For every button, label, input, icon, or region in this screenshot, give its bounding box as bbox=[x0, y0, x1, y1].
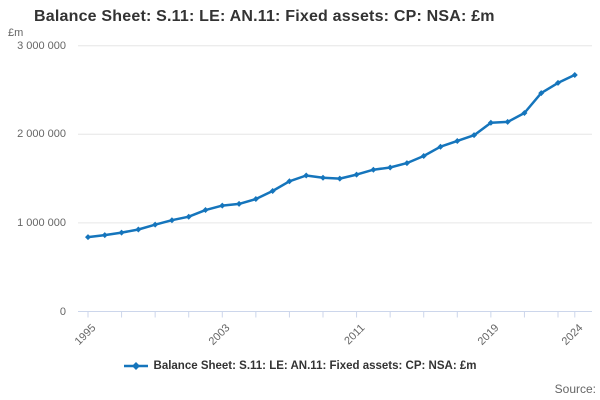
y-axis-unit-label: £m bbox=[8, 27, 24, 39]
data-point[interactable] bbox=[185, 213, 192, 220]
data-point[interactable] bbox=[118, 229, 125, 236]
legend-marker-icon bbox=[131, 362, 140, 370]
data-point[interactable] bbox=[387, 164, 394, 171]
data-point[interactable] bbox=[101, 232, 108, 239]
data-point[interactable] bbox=[538, 90, 545, 97]
data-point[interactable] bbox=[336, 175, 343, 182]
source-label: Source: bbox=[554, 382, 596, 396]
data-point[interactable] bbox=[571, 71, 578, 78]
data-point[interactable] bbox=[202, 207, 209, 214]
data-point[interactable] bbox=[152, 221, 159, 228]
data-point[interactable] bbox=[454, 137, 461, 144]
ytick-label: 2 000 000 bbox=[17, 128, 66, 141]
data-point[interactable] bbox=[219, 202, 226, 209]
data-point[interactable] bbox=[320, 174, 327, 181]
ytick-label: 0 bbox=[59, 305, 66, 318]
ytick-label: 3 000 000 bbox=[17, 39, 66, 52]
data-point[interactable] bbox=[168, 217, 175, 224]
legend[interactable]: Balance Sheet: S.11: LE: AN.11: Fixed as… bbox=[0, 360, 600, 372]
data-point[interactable] bbox=[403, 160, 410, 167]
chart-title: Balance Sheet: S.11: LE: AN.11: Fixed as… bbox=[34, 8, 495, 25]
data-point[interactable] bbox=[420, 153, 427, 160]
series-line[interactable] bbox=[86, 73, 577, 239]
data-point[interactable] bbox=[504, 118, 511, 125]
data-point[interactable] bbox=[353, 171, 360, 178]
data-point[interactable] bbox=[303, 172, 310, 179]
data-point[interactable] bbox=[85, 234, 91, 241]
data-point[interactable] bbox=[555, 79, 562, 86]
legend-label: Balance Sheet: S.11: LE: AN.11: Fixed as… bbox=[153, 360, 477, 372]
data-point[interactable] bbox=[135, 226, 142, 233]
ytick-label: 1 000 000 bbox=[17, 216, 66, 229]
data-point[interactable] bbox=[521, 110, 528, 117]
data-point[interactable] bbox=[286, 178, 293, 185]
data-point[interactable] bbox=[487, 119, 494, 126]
legend-series-icon bbox=[123, 362, 148, 370]
data-point[interactable] bbox=[471, 132, 478, 139]
data-point[interactable] bbox=[252, 195, 259, 202]
data-point[interactable] bbox=[437, 143, 444, 150]
data-point[interactable] bbox=[370, 166, 377, 173]
data-point[interactable] bbox=[269, 188, 276, 195]
data-point[interactable] bbox=[236, 200, 243, 207]
